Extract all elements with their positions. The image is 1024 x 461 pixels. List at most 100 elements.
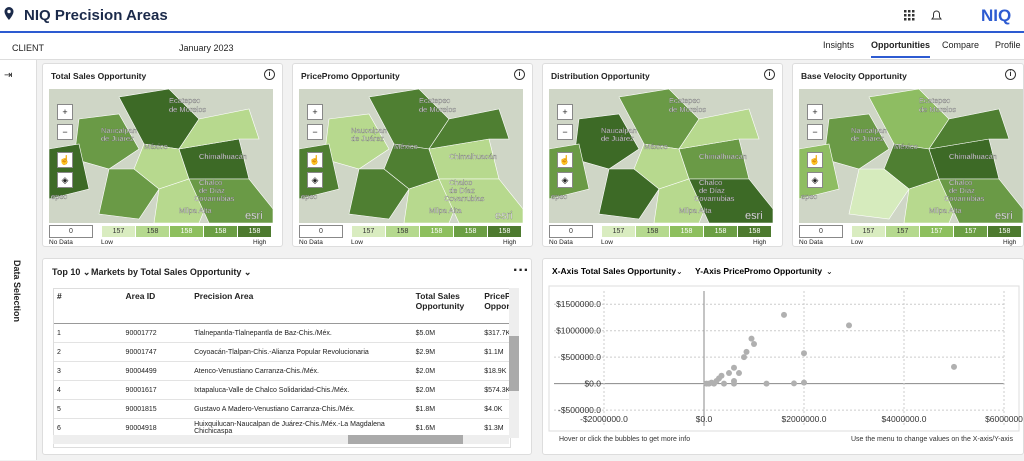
table-row[interactable]: 5 90001815 Gustavo A Madero-Venustiano Car…	[54, 399, 510, 419]
map-label: Naucalpan	[601, 126, 637, 135]
more-menu[interactable]: ···	[513, 262, 529, 279]
scatter-point[interactable]	[726, 370, 732, 377]
map-control[interactable]: ◈	[807, 172, 823, 188]
legend-text: No Data	[799, 239, 823, 246]
table-cell: 90001747	[122, 342, 192, 362]
map-card: Base Velocity Opportunity i Ecatepec de Mor…	[792, 63, 1024, 247]
table-row[interactable]: 2 90001747 Coyoacán-Tlalpan-Chis.-Alianza …	[54, 342, 510, 362]
map-label: de Morelos	[419, 105, 456, 114]
scatter-point[interactable]	[801, 350, 807, 357]
map-title: Total Sales Opportunity	[51, 71, 147, 81]
map-control[interactable]: ◈	[307, 172, 323, 188]
tab[interactable]: Insights	[823, 40, 855, 50]
info-icon[interactable]: i	[514, 69, 525, 80]
h-scrollbar[interactable]	[53, 435, 509, 444]
table-row[interactable]: 1 90001772 Tlalnepantla-Tlalnepantla de Ba…	[54, 323, 510, 343]
tab[interactable]: Opportunities	[871, 40, 930, 58]
map-region	[428, 108, 510, 150]
v-scrollbar[interactable]	[509, 288, 519, 438]
scatter-point[interactable]	[763, 380, 770, 387]
legend-no-data: 0	[299, 225, 343, 238]
map-card: Total Sales Opportunity i Ecatepec de Morel…	[42, 63, 283, 247]
map-control[interactable]: ☝	[57, 152, 73, 168]
scatter-card: X-Axis Total Sales Opportunity ⌄ Y-Axis Pr…	[542, 258, 1024, 455]
map-control[interactable]: ☝	[807, 152, 823, 168]
map-control[interactable]: ◈	[57, 172, 73, 188]
table-cell: $4.0K	[481, 399, 510, 419]
map-label: Milpa Alta	[179, 206, 212, 215]
scatter-point[interactable]	[743, 348, 750, 355]
map-label: de Juárez	[101, 134, 134, 143]
map-control[interactable]: −	[807, 124, 823, 140]
collapse-icon[interactable]: ⇥	[4, 70, 13, 81]
x-tick-label: -$2000000.0	[580, 414, 628, 424]
y-selector: Y-Axis PricePromo Opportunity	[695, 266, 822, 276]
map-label: Ecatepec	[419, 96, 451, 105]
scatter-point[interactable]	[751, 340, 757, 347]
header-icons[interactable]	[904, 10, 948, 22]
info-icon[interactable]: i	[264, 69, 275, 80]
scatter-point[interactable]	[791, 380, 797, 387]
legend-bin: 157	[851, 225, 886, 238]
map-label: Covarrubias	[694, 194, 735, 203]
map-region	[188, 178, 273, 223]
map-control[interactable]: −	[57, 124, 73, 140]
top-selector[interactable]: Top 10 ⌄	[52, 267, 91, 277]
legend-bin: 158	[669, 225, 704, 238]
legend-bin: 158	[453, 225, 488, 238]
map-label: Chalco	[949, 178, 972, 187]
map-label: Chimalhuacán	[949, 152, 997, 161]
info-icon[interactable]: i	[764, 69, 775, 80]
scatter-point[interactable]	[731, 380, 737, 387]
map-region	[678, 108, 760, 150]
map-control[interactable]: +	[307, 104, 323, 120]
map-card: Distribution Opportunity i Ecatepec de More…	[542, 63, 783, 247]
scatter-point[interactable]	[736, 370, 742, 377]
map-control[interactable]: ◈	[557, 172, 573, 188]
legend-text: No Data	[49, 239, 73, 246]
scatter-point[interactable]	[801, 379, 807, 386]
map-control[interactable]: +	[557, 104, 573, 120]
scatter-point[interactable]	[748, 335, 755, 342]
table-row[interactable]: 4 90001617 Ixtapaluca-Valle de Chalco Soli…	[54, 380, 510, 400]
map-control[interactable]: ☝	[307, 152, 323, 168]
table-subtitle[interactable]: Markets by Total Sales Opportunity ⌄	[91, 267, 252, 277]
table-cell: 2	[54, 342, 123, 362]
map-label: México	[394, 142, 418, 151]
y-tick-label: $0.0	[584, 379, 601, 389]
map-label: de Juárez	[851, 134, 884, 143]
table-row[interactable]: 3 90004499 Atenco-Venustiano Carranza-Chis…	[54, 361, 510, 381]
map-control[interactable]: +	[807, 104, 823, 120]
map-label: de Díaz	[449, 186, 475, 195]
scatter-point[interactable]	[781, 311, 787, 318]
scatter-point[interactable]	[731, 364, 737, 371]
y-caret: ⌄	[826, 267, 833, 276]
x-caret: ⌄	[676, 267, 683, 276]
table-cell: Tlalnepantla-Tlalnepantla de Baz-Chis./M…	[191, 323, 413, 343]
map-region	[348, 168, 410, 220]
scatter-point[interactable]	[721, 380, 727, 387]
scatter-chart: X-Axis Total Sales Opportunity ⌄ Y-Axis Pr…	[548, 266, 1023, 443]
table-frame: # Area ID Precision Area Total Sales Opport…	[53, 288, 511, 448]
scatter-point[interactable]	[846, 322, 852, 329]
tab[interactable]: Compare	[942, 40, 980, 50]
x-tick-label: $0.0	[696, 414, 713, 424]
legend-no-data: 0	[549, 225, 593, 238]
map-title: Base Velocity Opportunity	[801, 71, 907, 81]
map-control[interactable]: −	[557, 124, 573, 140]
tab[interactable]: Profile	[995, 40, 1021, 50]
legend-bin: 158	[987, 225, 1022, 238]
scatter-point[interactable]	[703, 380, 710, 387]
sidebar-label[interactable]: Data Selection	[12, 260, 22, 323]
scatter-point[interactable]	[951, 363, 957, 370]
client-label: CLIENT	[12, 43, 45, 53]
map-control[interactable]: +	[57, 104, 73, 120]
scatter-point[interactable]	[741, 354, 747, 361]
map-control[interactable]: −	[307, 124, 323, 140]
map-control[interactable]: ☝	[557, 152, 573, 168]
info-icon[interactable]: i	[1005, 69, 1016, 80]
